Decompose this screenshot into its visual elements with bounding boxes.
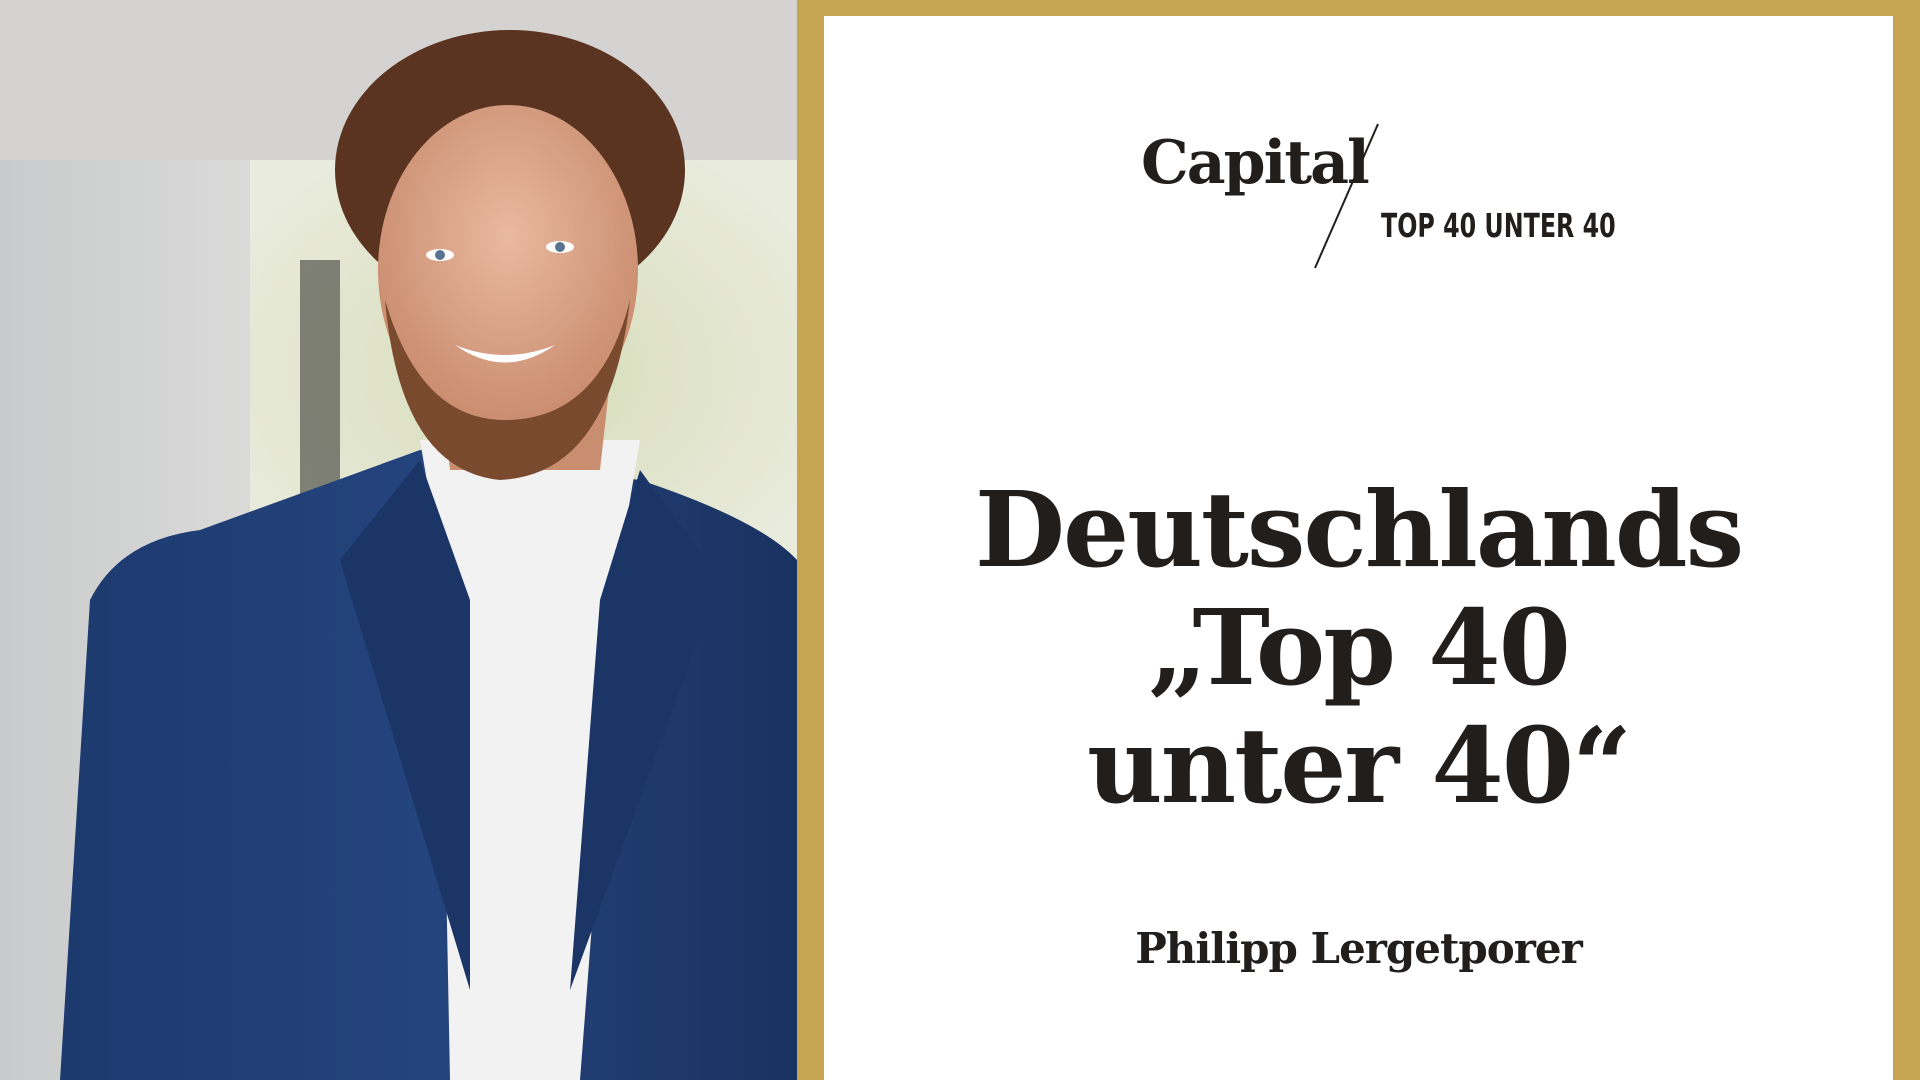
headline: Deutschlands „Top 40 unter 40“ — [824, 471, 1893, 825]
portrait-photo — [0, 0, 797, 1080]
headline-line-3: unter 40“ — [1087, 704, 1632, 827]
person-name: Philipp Lergetporer — [1135, 924, 1583, 973]
portrait-illustration — [0, 0, 797, 1080]
capital-logo: Capital — [1141, 128, 1370, 198]
award-card: Capital TOP 40 UNTER 40 Deutschlands „To… — [824, 16, 1893, 1086]
headline-line-1: Deutschlands — [974, 468, 1744, 591]
logo-subtitle: TOP 40 UNTER 40 — [1381, 206, 1616, 245]
gold-frame: Capital TOP 40 UNTER 40 Deutschlands „To… — [797, 0, 1920, 1086]
logo-divider-slash — [1314, 123, 1379, 269]
headline-line-2: „Top 40 — [1148, 586, 1571, 709]
